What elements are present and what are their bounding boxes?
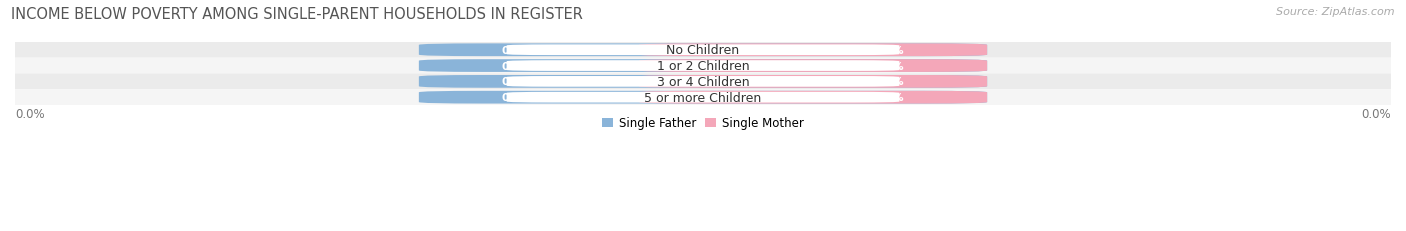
Text: 0.0%: 0.0% [873,77,904,87]
FancyBboxPatch shape [638,60,987,73]
FancyBboxPatch shape [638,76,987,88]
Text: No Children: No Children [666,44,740,57]
FancyBboxPatch shape [638,44,987,57]
FancyBboxPatch shape [419,76,987,88]
FancyBboxPatch shape [15,43,1391,58]
Text: Source: ZipAtlas.com: Source: ZipAtlas.com [1277,7,1395,17]
Text: 0.0%: 0.0% [873,46,904,55]
Text: 0.0%: 0.0% [1361,108,1391,121]
Text: 0.0%: 0.0% [873,93,904,103]
Text: 3 or 4 Children: 3 or 4 Children [657,76,749,88]
FancyBboxPatch shape [506,92,900,103]
Text: 1 or 2 Children: 1 or 2 Children [657,60,749,73]
FancyBboxPatch shape [15,90,1391,106]
FancyBboxPatch shape [638,91,987,104]
FancyBboxPatch shape [419,44,987,57]
Legend: Single Father, Single Mother: Single Father, Single Mother [598,112,808,134]
FancyBboxPatch shape [419,91,987,104]
Text: 5 or more Children: 5 or more Children [644,91,762,104]
FancyBboxPatch shape [506,77,900,87]
Text: 0.0%: 0.0% [873,61,904,71]
Text: 0.0%: 0.0% [502,46,533,55]
FancyBboxPatch shape [506,61,900,72]
FancyBboxPatch shape [506,45,900,56]
Text: 0.0%: 0.0% [15,108,45,121]
FancyBboxPatch shape [15,58,1391,74]
FancyBboxPatch shape [15,74,1391,90]
Text: 0.0%: 0.0% [502,93,533,103]
Text: 0.0%: 0.0% [502,61,533,71]
Text: INCOME BELOW POVERTY AMONG SINGLE-PARENT HOUSEHOLDS IN REGISTER: INCOME BELOW POVERTY AMONG SINGLE-PARENT… [11,7,583,22]
Text: 0.0%: 0.0% [502,77,533,87]
FancyBboxPatch shape [419,60,987,73]
